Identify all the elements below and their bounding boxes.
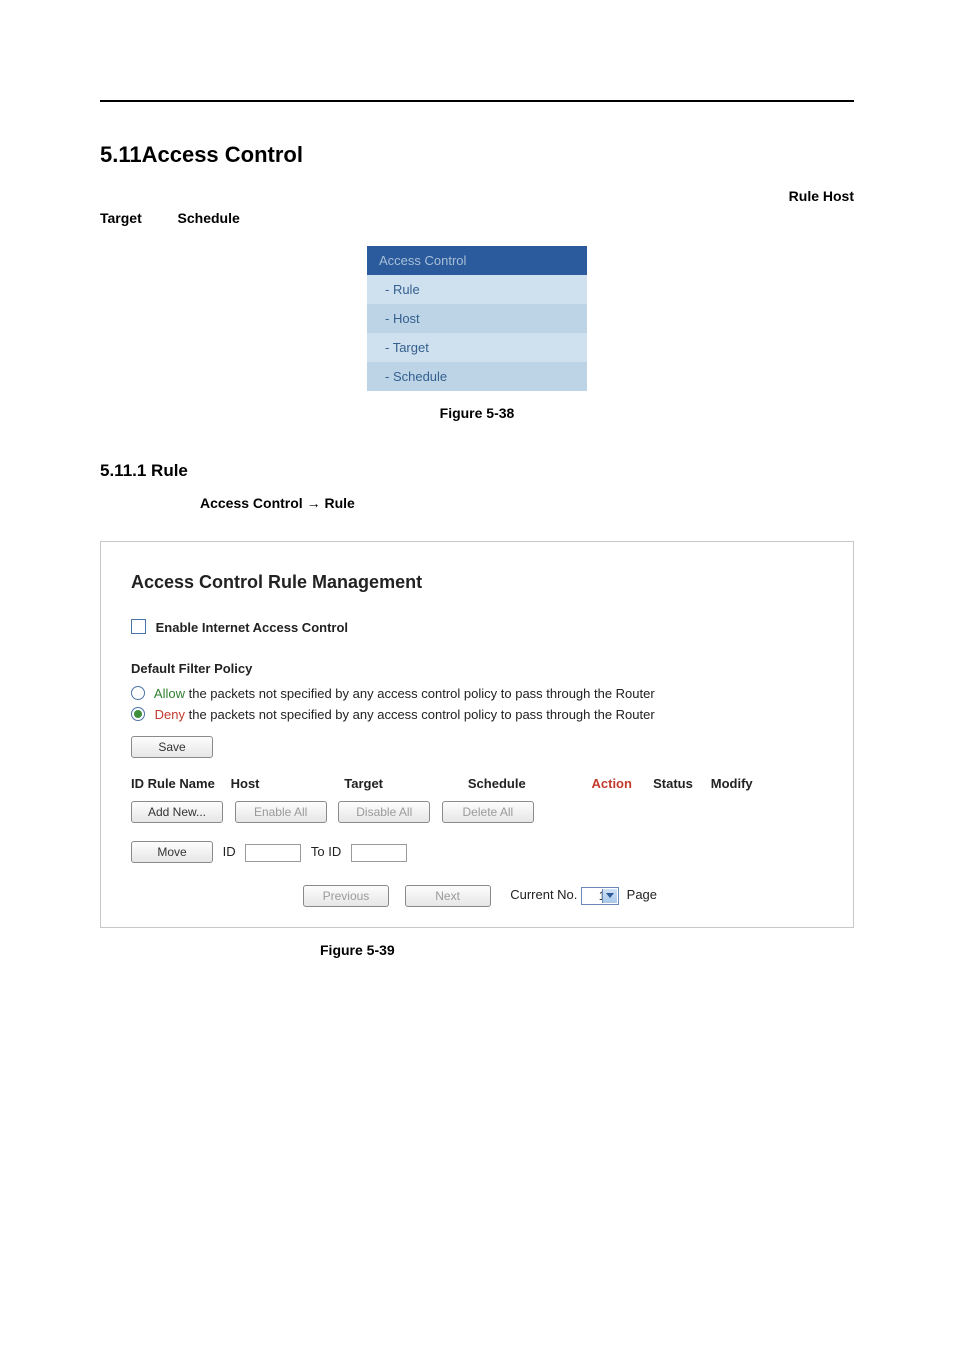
access-control-nav: Access Control - Rule - Host - Target - … (367, 246, 587, 391)
breadcrumb-arrow: → (307, 495, 321, 511)
nav-item-schedule[interactable]: - Schedule (367, 362, 587, 391)
policy-deny-text: the packets not specified by any access … (185, 707, 655, 722)
default-policy-title: Default Filter Policy (131, 661, 823, 676)
col-target: Target (344, 776, 464, 791)
section-title: 5.11Access Control (100, 142, 954, 168)
enable-iac-checkbox[interactable] (131, 619, 146, 634)
col-schedule: Schedule (468, 776, 588, 791)
col-status: Status (653, 776, 707, 791)
rule-management-panel: Access Control Rule Management Enable In… (100, 541, 854, 928)
move-button[interactable]: Move (131, 841, 213, 863)
nav-item-target[interactable]: - Target (367, 333, 587, 362)
col-modify: Modify (711, 776, 753, 791)
figure-5-39-caption: Figure 5-39 (320, 942, 954, 958)
meta-schedule: Schedule (178, 210, 240, 226)
current-no-select[interactable]: 1 (581, 887, 619, 905)
add-new-button[interactable]: Add New... (131, 801, 223, 823)
next-button[interactable]: Next (405, 885, 491, 907)
to-id-input[interactable] (351, 844, 407, 862)
policy-allow-keyword: Allow (154, 686, 185, 701)
current-no-label: Current No. (510, 887, 577, 902)
id-label: ID (223, 844, 236, 859)
col-id-rule-name: ID Rule Name (131, 776, 227, 791)
nav-item-host[interactable]: - Host (367, 304, 587, 333)
panel-title: Access Control Rule Management (131, 572, 823, 593)
nav-header: Access Control (367, 246, 587, 275)
to-id-label: To ID (311, 844, 341, 859)
disable-all-button[interactable]: Disable All (338, 801, 430, 823)
policy-allow-radio[interactable] (131, 686, 145, 700)
meta-target: Target (100, 210, 142, 226)
enable-all-button[interactable]: Enable All (235, 801, 327, 823)
policy-allow-text: the packets not specified by any access … (185, 686, 655, 701)
breadcrumb-prefix: Access Control (200, 495, 303, 511)
id-input[interactable] (245, 844, 301, 862)
top-rule (100, 100, 854, 102)
nav-item-rule[interactable]: - Rule (367, 275, 587, 304)
delete-all-button[interactable]: Delete All (442, 801, 534, 823)
page-label: Page (627, 887, 657, 902)
policy-deny-keyword: Deny (155, 707, 185, 722)
meta-right: Rule Host (789, 188, 854, 204)
previous-button[interactable]: Previous (303, 885, 389, 907)
figure-5-38-caption: Figure 5-38 (0, 405, 954, 421)
col-host: Host (231, 776, 341, 791)
breadcrumb: Access Control → Rule (200, 495, 954, 511)
policy-deny-radio[interactable] (131, 707, 145, 721)
col-action: Action (592, 776, 650, 791)
breadcrumb-suffix: Rule (324, 495, 354, 511)
current-no-value: 1 (599, 889, 606, 903)
save-button[interactable]: Save (131, 736, 213, 758)
subsection-title: 5.11.1 Rule (100, 461, 954, 481)
enable-iac-label: Enable Internet Access Control (156, 620, 348, 635)
chevron-down-icon (606, 893, 614, 898)
